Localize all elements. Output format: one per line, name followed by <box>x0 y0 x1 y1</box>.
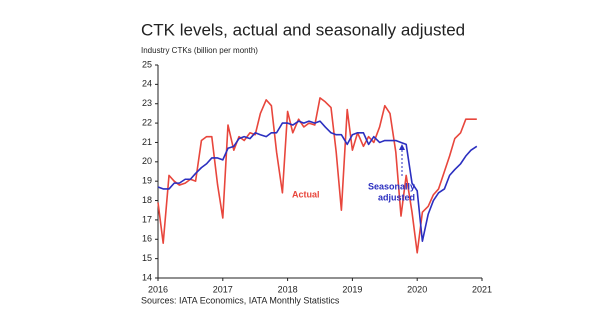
x-tick-label: 2020 <box>407 284 427 294</box>
y-tick-label: 21 <box>142 137 152 147</box>
chart-title: CTK levels, actual and seasonally adjust… <box>141 20 465 39</box>
y-tick-label: 22 <box>142 117 152 127</box>
y-tick-label: 20 <box>142 156 152 166</box>
x-tick-label: 2019 <box>342 284 362 294</box>
y-tick-label: 23 <box>142 98 152 108</box>
annotation: adjusted <box>378 192 415 202</box>
y-tick-label: 14 <box>142 272 152 282</box>
source: Sources: IATA Economics, IATA Monthly St… <box>141 295 340 305</box>
series-line <box>157 97 477 254</box>
y-tick-label: 17 <box>142 214 152 224</box>
annotation: Actual <box>292 189 320 199</box>
y-tick-label: 18 <box>142 195 152 205</box>
y-tick-label: 19 <box>142 176 152 186</box>
series-line <box>157 120 478 243</box>
x-tick-label: 2021 <box>472 284 492 294</box>
x-tick-label: 2016 <box>148 284 168 294</box>
y-axis-label: Industry CTKs (billion per month) <box>141 46 258 55</box>
annotation-arrowhead <box>399 144 405 150</box>
x-tick-label: 2018 <box>278 284 298 294</box>
y-tick-label: 25 <box>142 59 152 69</box>
annotation: Seasonally <box>368 181 415 191</box>
x-tick-label: 2017 <box>213 284 233 294</box>
y-tick-label: 24 <box>142 79 152 89</box>
y-tick-label: 16 <box>142 234 152 244</box>
y-tick-label: 15 <box>142 253 152 263</box>
